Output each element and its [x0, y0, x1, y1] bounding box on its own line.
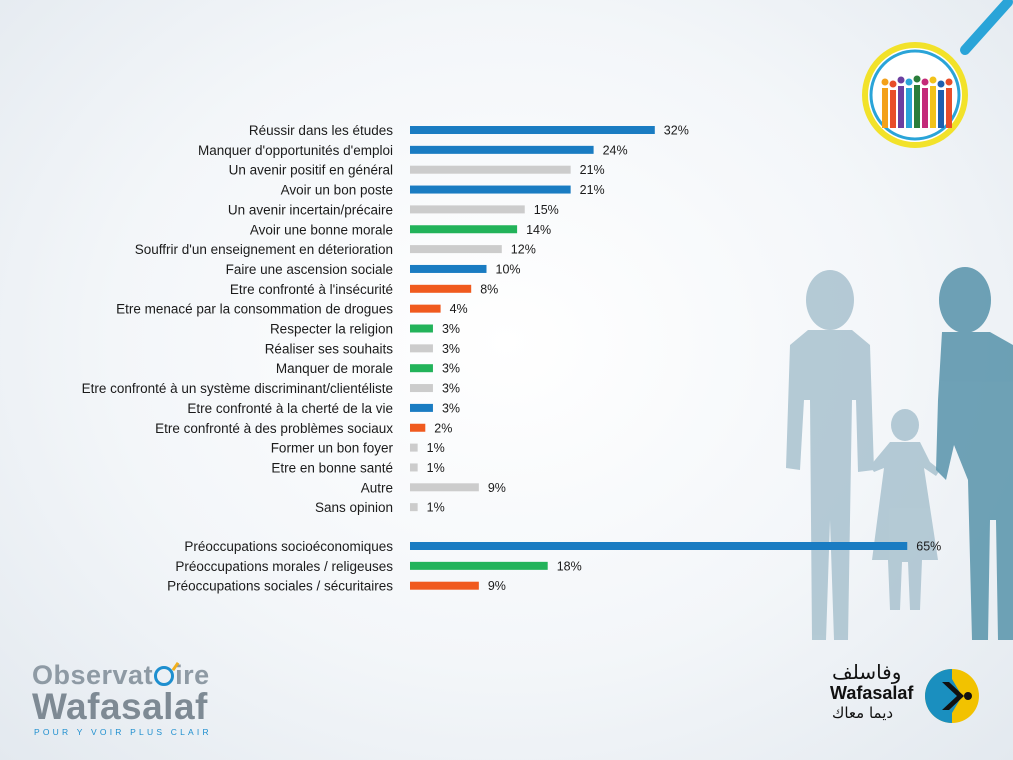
bar: [410, 185, 571, 194]
category-label: Manquer d'opportunités d'emploi: [198, 143, 393, 158]
bar: [410, 364, 433, 373]
category-label: Un avenir positif en général: [229, 163, 393, 178]
value-label: 1%: [427, 461, 445, 475]
bar: [410, 245, 502, 254]
category-label: Avoir une bonne morale: [250, 222, 393, 237]
value-label: 12%: [511, 243, 536, 257]
category-label: Manquer de morale: [276, 361, 393, 376]
value-label: 24%: [603, 143, 628, 157]
category-label: Avoir un bon poste: [281, 183, 393, 198]
category-label: Etre en bonne santé: [271, 460, 393, 475]
value-label: 32%: [664, 124, 689, 138]
category-label: Former un bon foyer: [271, 441, 394, 456]
value-label: 4%: [450, 302, 468, 316]
value-label: 18%: [557, 559, 582, 573]
category-label: Autre: [361, 480, 393, 495]
category-label: Etre confronté à l'insécurité: [230, 282, 393, 297]
bar: [410, 284, 472, 293]
category-label: Respecter la religion: [270, 322, 393, 337]
observatoire-logo: Observat ire Wafasalaf POUR Y VOIR PLUS C…: [32, 660, 232, 740]
observatoire-logo-text-b: ire: [175, 660, 210, 690]
category-label: Souffrir d'un enseignement en déteriorat…: [135, 242, 393, 257]
category-label: Réaliser ses souhaits: [265, 341, 394, 356]
value-label: 65%: [916, 540, 941, 554]
bar: [410, 145, 594, 154]
value-label: 3%: [442, 362, 460, 376]
value-label: 15%: [534, 203, 559, 217]
category-label: Sans opinion: [315, 500, 393, 515]
value-label: 3%: [442, 401, 460, 415]
bar: [410, 205, 525, 214]
value-label: 21%: [580, 183, 605, 197]
category-label: Etre confronté à des problèmes sociaux: [155, 421, 393, 436]
bar: [410, 581, 479, 590]
bar: [410, 561, 548, 570]
observatoire-magnifier-icon: [154, 661, 180, 686]
bar: [410, 225, 518, 234]
category-label: Préoccupations sociales / sécuritaires: [167, 579, 393, 594]
bar: [410, 384, 433, 393]
value-label: 3%: [442, 322, 460, 336]
wafasalaf-arabic-slogan: ديما معاك: [832, 704, 894, 722]
bar: [410, 126, 655, 134]
value-label: 1%: [427, 501, 445, 515]
value-label: 2%: [434, 421, 452, 435]
category-label: Préoccupations socioéconomiques: [184, 539, 393, 554]
bar: [410, 304, 441, 313]
value-label: 10%: [496, 262, 521, 276]
bar: [410, 483, 479, 492]
value-label: 14%: [526, 223, 551, 237]
category-label: Un avenir incertain/précaire: [228, 202, 393, 217]
category-label: Préoccupations morales / religeuses: [175, 559, 393, 574]
value-label: 9%: [488, 579, 506, 593]
value-label: 9%: [488, 481, 506, 495]
category-label: Etre confronté à la cherté de la vie: [187, 401, 393, 416]
wafasalaf-name: Wafasalaf: [830, 683, 914, 703]
value-label: 3%: [442, 342, 460, 356]
observatoire-tagline: POUR Y VOIR PLUS CLAIR: [34, 727, 212, 737]
wafasalaf-arabic-name: وفاسلف: [832, 660, 902, 684]
observatoire-logo-line1: Observat ire: [32, 660, 210, 691]
category-label: Etre menacé par la consommation de drogu…: [116, 302, 393, 317]
value-label: 21%: [580, 163, 605, 177]
bar: [410, 423, 426, 432]
observatoire-logo-line2: Wafasalaf: [32, 686, 208, 727]
category-label: Faire une ascension sociale: [226, 262, 393, 277]
observatoire-logo-text-a: Observat: [32, 660, 154, 690]
category-label: Réussir dans les études: [249, 123, 393, 138]
bar: [410, 463, 418, 472]
bars-layer: Réussir dans les études 32% Manquer d'oppo…: [82, 123, 942, 594]
bar: [410, 542, 908, 550]
bar: [410, 264, 487, 273]
wafasalaf-logo: وفاسلف Wafasalaf ديما معاك: [826, 660, 986, 730]
magnifier-illustration: [862, 0, 1013, 148]
bar: [410, 165, 571, 174]
value-label: 3%: [442, 382, 460, 396]
category-label: Etre confronté à un système discriminant…: [82, 381, 393, 396]
value-label: 8%: [480, 282, 498, 296]
bar: [410, 443, 418, 452]
bar: [410, 324, 433, 333]
bar: [410, 503, 418, 512]
bar: [410, 344, 433, 353]
value-label: 1%: [427, 441, 445, 455]
bar: [410, 403, 433, 412]
wafasalaf-mark-icon: [925, 669, 979, 723]
